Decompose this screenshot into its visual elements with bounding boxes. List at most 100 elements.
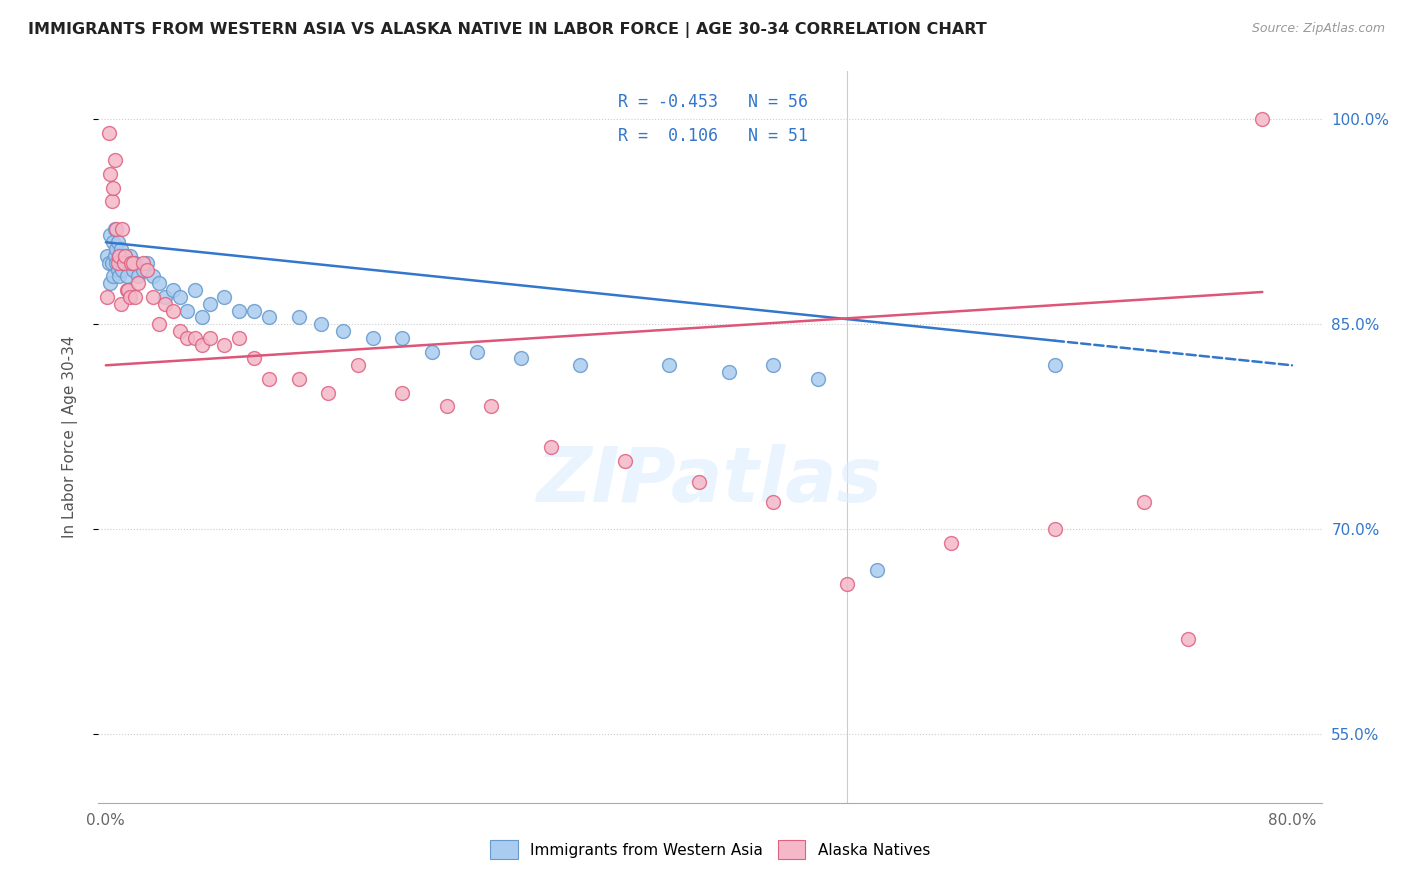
Point bbox=[117, 283, 139, 297]
Point bbox=[104, 153, 127, 168]
Point bbox=[191, 310, 214, 325]
Point bbox=[169, 324, 191, 338]
Point bbox=[287, 372, 309, 386]
Point bbox=[176, 303, 198, 318]
Point bbox=[105, 221, 128, 235]
Point bbox=[347, 359, 370, 373]
Point bbox=[148, 277, 170, 291]
Text: IMMIGRANTS FROM WESTERN ASIA VS ALASKA NATIVE IN LABOR FORCE | AGE 30-34 CORRELA: IMMIGRANTS FROM WESTERN ASIA VS ALASKA N… bbox=[28, 22, 987, 38]
Text: R = -0.453   N = 56: R = -0.453 N = 56 bbox=[619, 93, 808, 112]
Point bbox=[107, 262, 129, 277]
Point bbox=[153, 297, 176, 311]
Point bbox=[97, 126, 120, 140]
Point bbox=[420, 344, 443, 359]
Point bbox=[540, 440, 562, 454]
Point bbox=[97, 256, 120, 270]
Text: R =  0.106   N = 51: R = 0.106 N = 51 bbox=[619, 127, 808, 145]
Point bbox=[132, 256, 155, 270]
Point bbox=[309, 318, 332, 332]
Point bbox=[1177, 632, 1199, 646]
Point bbox=[111, 262, 134, 277]
Point bbox=[569, 359, 592, 373]
Point bbox=[108, 249, 131, 263]
Point bbox=[127, 277, 149, 291]
Point bbox=[191, 338, 214, 352]
Point bbox=[391, 385, 413, 400]
Point bbox=[184, 331, 207, 345]
Point bbox=[115, 269, 138, 284]
Point bbox=[124, 290, 146, 304]
Point bbox=[243, 351, 266, 366]
Point bbox=[103, 269, 125, 284]
Point bbox=[806, 372, 828, 386]
Point bbox=[118, 290, 141, 304]
Point bbox=[115, 283, 138, 297]
Point bbox=[107, 256, 129, 270]
Point bbox=[142, 269, 165, 284]
Point bbox=[118, 249, 141, 263]
Point bbox=[105, 256, 128, 270]
Point bbox=[104, 249, 127, 263]
Point bbox=[465, 344, 488, 359]
Point bbox=[114, 249, 136, 263]
Point bbox=[436, 400, 458, 414]
Point bbox=[1043, 359, 1066, 373]
Point bbox=[107, 235, 129, 250]
Point bbox=[1251, 112, 1274, 127]
Point bbox=[96, 290, 118, 304]
Point bbox=[108, 269, 131, 284]
Point bbox=[111, 221, 134, 235]
Point bbox=[162, 283, 184, 297]
Point bbox=[120, 256, 142, 270]
Legend: Immigrants from Western Asia, Alaska Natives: Immigrants from Western Asia, Alaska Nat… bbox=[481, 831, 939, 868]
Point bbox=[104, 221, 127, 235]
Point bbox=[110, 297, 132, 311]
Point bbox=[184, 283, 207, 297]
Point bbox=[510, 351, 533, 366]
Point bbox=[98, 277, 121, 291]
Point bbox=[136, 262, 159, 277]
Point bbox=[613, 454, 636, 468]
Point bbox=[1043, 522, 1066, 536]
Point bbox=[391, 331, 413, 345]
Point bbox=[479, 400, 502, 414]
Point bbox=[658, 359, 681, 373]
Point bbox=[132, 262, 155, 277]
Point bbox=[148, 318, 170, 332]
Point bbox=[105, 242, 128, 256]
Point bbox=[198, 297, 221, 311]
Point bbox=[153, 290, 176, 304]
Point bbox=[688, 475, 710, 489]
Point bbox=[124, 256, 146, 270]
Point bbox=[112, 256, 135, 270]
Point bbox=[162, 303, 184, 318]
Point bbox=[142, 290, 165, 304]
Point bbox=[100, 256, 122, 270]
Point bbox=[96, 249, 118, 263]
Point bbox=[717, 365, 740, 379]
Point bbox=[169, 290, 191, 304]
Point bbox=[176, 331, 198, 345]
Text: ZIPatlas: ZIPatlas bbox=[537, 444, 883, 518]
Point bbox=[257, 310, 280, 325]
Point bbox=[316, 385, 339, 400]
Point bbox=[114, 249, 136, 263]
Point bbox=[121, 256, 143, 270]
Point bbox=[103, 235, 125, 250]
Text: Source: ZipAtlas.com: Source: ZipAtlas.com bbox=[1251, 22, 1385, 36]
Point bbox=[939, 536, 962, 550]
Point bbox=[127, 269, 149, 284]
Point bbox=[762, 495, 785, 509]
Point bbox=[98, 228, 121, 243]
Y-axis label: In Labor Force | Age 30-34: In Labor Force | Age 30-34 bbox=[62, 335, 77, 539]
Point bbox=[136, 256, 159, 270]
Point bbox=[103, 180, 125, 194]
Point bbox=[108, 249, 131, 263]
Point bbox=[198, 331, 221, 345]
Point bbox=[98, 167, 121, 181]
Point bbox=[287, 310, 309, 325]
Point bbox=[257, 372, 280, 386]
Point bbox=[228, 331, 250, 345]
Point bbox=[214, 338, 236, 352]
Point bbox=[332, 324, 354, 338]
